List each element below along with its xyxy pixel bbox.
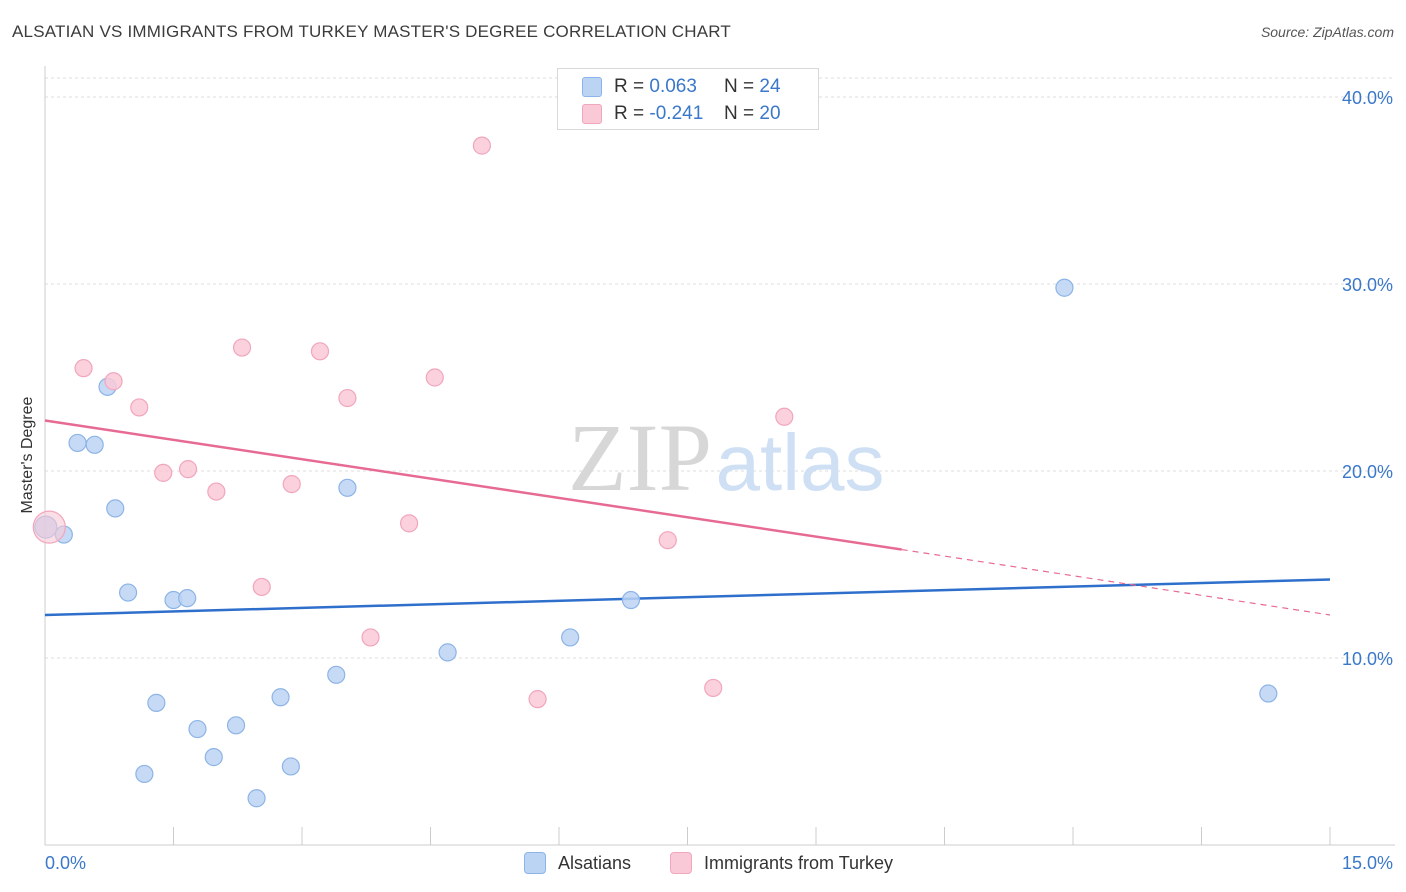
data-point (399, 514, 419, 533)
legend-n-value: 20 (759, 103, 781, 124)
y-tick-label: 30.0% (1342, 275, 1393, 295)
trend-line-alsatians (44, 578, 1331, 617)
data-point (252, 577, 271, 597)
data-point (232, 338, 252, 357)
x-tick-label: 15.0% (1342, 853, 1393, 873)
data-point (106, 499, 125, 518)
data-point (178, 589, 197, 608)
series-swatch-blue (524, 852, 546, 874)
legend-row-turkey: R = -0.241 N = 20 (582, 102, 781, 126)
legend-row-alsatians: R = 0.063 N = 24 (582, 75, 781, 99)
trend-line-turkey (44, 419, 902, 551)
legend-n-value: 24 (759, 76, 781, 97)
data-point (188, 719, 207, 739)
data-point (621, 590, 641, 610)
series-legend-alsatians[interactable]: Alsatians (524, 852, 631, 874)
series-legend: Alsatians Immigrants from Turkey (0, 852, 1406, 876)
watermark-zip: ZIP (568, 404, 712, 511)
data-point (32, 510, 66, 544)
data-point (281, 757, 300, 776)
legend-n-label: N = (724, 76, 755, 97)
legend-r-label: R = (614, 76, 645, 97)
data-point (247, 789, 266, 808)
data-point (438, 643, 457, 662)
data-point (658, 531, 677, 550)
legend-swatch-pink (582, 104, 602, 124)
y-tick-label: 40.0% (1342, 88, 1393, 108)
data-point (130, 398, 149, 417)
series-swatch-pink (670, 852, 692, 874)
data-point (338, 388, 357, 408)
data-point (118, 583, 138, 602)
data-point (310, 342, 330, 361)
data-point (282, 474, 301, 494)
data-point (85, 435, 104, 454)
data-point (338, 478, 357, 497)
legend-n-label: N = (724, 103, 755, 124)
data-points (32, 136, 1278, 808)
data-point (68, 433, 87, 453)
legend-r-value: -0.241 (649, 103, 704, 124)
grid-lines (45, 77, 1395, 659)
data-point (472, 136, 491, 155)
series-legend-label: Immigrants from Turkey (704, 852, 894, 873)
data-point (425, 368, 444, 387)
y-tick-label: 20.0% (1342, 462, 1393, 482)
data-point (271, 688, 290, 707)
data-point (775, 407, 794, 426)
x-tick-label: 0.0% (45, 853, 86, 873)
series-legend-turkey[interactable]: Immigrants from Turkey (670, 852, 893, 874)
y-tick-label: 10.0% (1342, 649, 1393, 669)
data-point (178, 460, 198, 479)
legend-swatch-blue (582, 77, 602, 97)
data-point (104, 372, 123, 391)
data-point (327, 665, 346, 684)
legend-r-value: 0.063 (649, 76, 697, 97)
legend-r-label: R = (614, 103, 645, 124)
axes (44, 66, 1395, 846)
data-point (528, 690, 547, 709)
data-point (226, 716, 246, 735)
data-point (361, 628, 380, 647)
data-point (207, 482, 226, 501)
source-label: Source: ZipAtlas.com (1260, 24, 1394, 40)
trend-lines (44, 419, 1331, 617)
chart-title: ALSATIAN VS IMMIGRANTS FROM TURKEY MASTE… (12, 22, 731, 41)
data-point (1055, 278, 1074, 297)
series-legend-label: Alsatians (558, 852, 632, 873)
watermark: ZIP atlas (568, 404, 884, 511)
data-point (204, 748, 223, 767)
data-point (1259, 684, 1278, 703)
data-point (561, 628, 580, 647)
correlation-legend: R = 0.063 N = 24 R = -0.241 N = 20 (557, 68, 819, 130)
data-point (147, 693, 166, 712)
data-point (154, 463, 173, 482)
data-point (704, 678, 723, 698)
tick-labels: 10.0% 20.0% 30.0% 40.0% 0.0% 15.0% (45, 88, 1393, 873)
data-point (135, 764, 154, 784)
watermark-atlas: atlas (716, 418, 885, 507)
data-point (74, 359, 93, 378)
